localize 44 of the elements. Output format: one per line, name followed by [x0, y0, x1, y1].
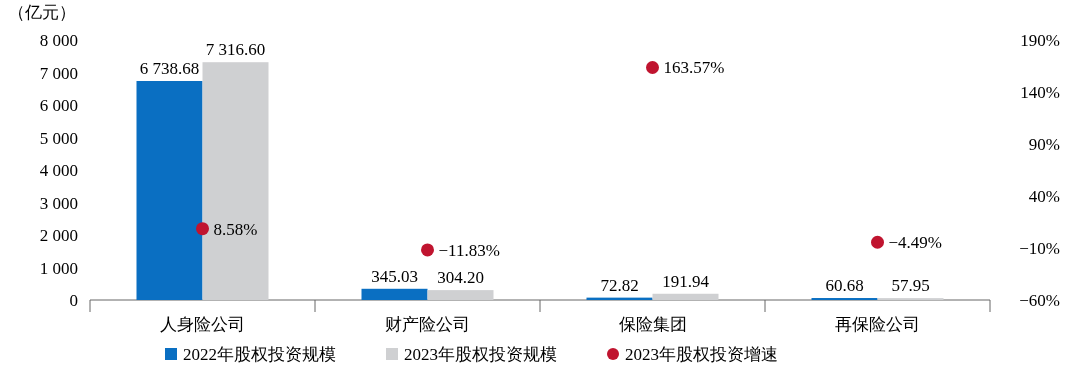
y-tick-label: 1 000 — [39, 258, 78, 278]
data-label: 191.94 — [662, 271, 710, 291]
data-label: 8.58% — [213, 219, 258, 239]
data-label: 6 738.68 — [139, 58, 200, 78]
y-tick-label: 0 — [69, 291, 78, 310]
y2-tick-label: 140% — [1020, 83, 1060, 102]
y2-tick-label: 90% — [1028, 135, 1060, 154]
y-tick-label: 8 000 — [39, 31, 78, 50]
data-label: 345.03 — [371, 266, 418, 286]
bar — [136, 80, 203, 300]
data-label: 57.95 — [891, 276, 930, 296]
bar — [361, 288, 428, 300]
legend-label: 2022年股权投资规模 — [183, 345, 336, 364]
data-label: 163.57% — [663, 58, 725, 78]
y2-tick-label: −60% — [1019, 291, 1060, 310]
data-label: −11.83% — [438, 240, 500, 260]
y-tick-label: 2 000 — [39, 226, 78, 245]
y-tick-label: 6 000 — [39, 96, 78, 115]
data-label: 72.82 — [600, 275, 639, 295]
point — [196, 222, 209, 236]
y2-tick-label: 40% — [1028, 187, 1060, 206]
y-tick-label: 7 000 — [39, 63, 78, 83]
y-axis-title: （亿元） — [8, 3, 76, 22]
y-tick-label: 4 000 — [39, 161, 78, 180]
x-tick-label: 人身险公司 — [160, 315, 245, 334]
data-label: 304.20 — [437, 268, 484, 288]
x-tick-label: 财产险公司 — [385, 315, 470, 334]
point — [646, 60, 659, 74]
data-label: 60.68 — [825, 276, 864, 296]
bar — [202, 62, 269, 300]
legend-label: 2023年股权投资规模 — [404, 345, 557, 364]
y2-tick-label: −10% — [1019, 239, 1060, 258]
bar — [427, 290, 494, 300]
bar — [652, 293, 719, 300]
x-tick-label: 保险集团 — [618, 315, 687, 334]
point — [871, 235, 884, 249]
data-label: −4.49% — [888, 233, 942, 253]
y-tick-label: 3 000 — [39, 193, 78, 213]
point — [421, 243, 434, 257]
legend-label: 2023年股权投资增速 — [625, 345, 778, 364]
y-tick-label: 5 000 — [39, 128, 78, 148]
y2-tick-label: 190% — [1020, 31, 1060, 50]
x-tick-label: 再保险公司 — [835, 315, 920, 334]
data-label: 7 316.60 — [205, 40, 266, 60]
